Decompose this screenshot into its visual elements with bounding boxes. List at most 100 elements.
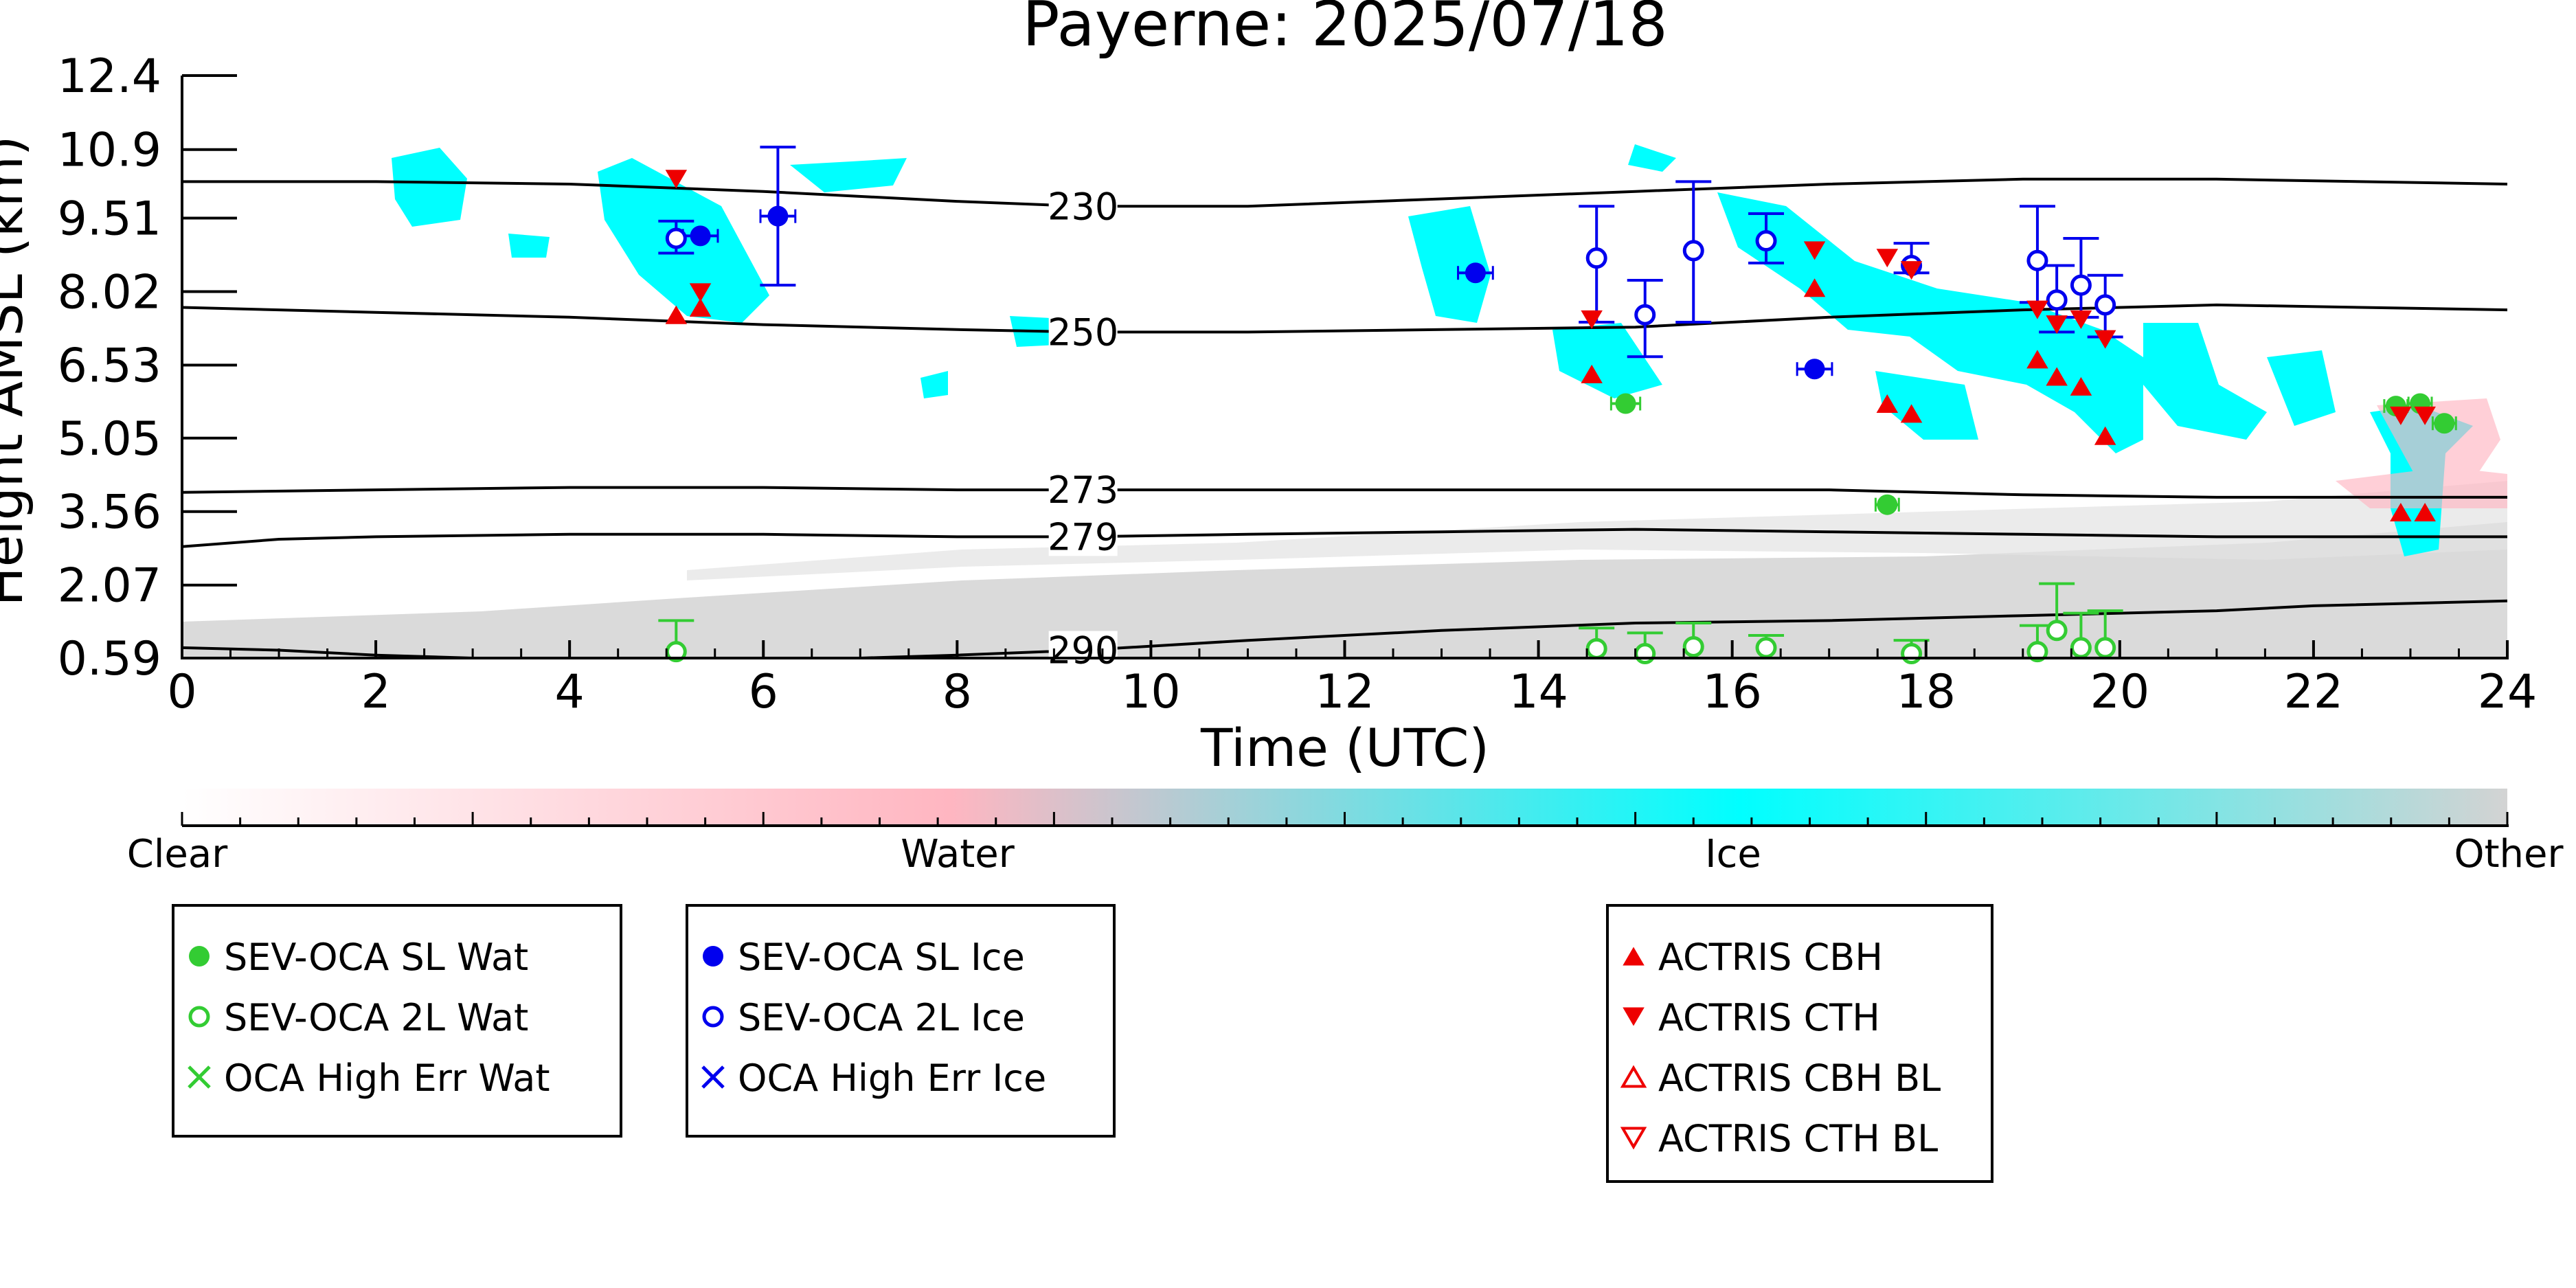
- marker-actris-cbh: [2094, 426, 2116, 445]
- legend-box-actris: [1606, 904, 1993, 1183]
- marker-sev-oca-sl-wat: [1877, 494, 1898, 515]
- y-tick-label: 8.02: [58, 265, 161, 319]
- x-tick-label: 18: [1896, 665, 1956, 719]
- isotherm-line: [182, 177, 2508, 208]
- x-tick-label: 10: [1121, 665, 1181, 719]
- marker-sev-oca-2l-wat: [1634, 643, 1656, 665]
- cloud-mask-ice-afternoon: [1408, 144, 2473, 556]
- data-markers: [665, 170, 2455, 665]
- marker-sev-oca-2l-wat: [1682, 635, 1704, 657]
- marker-sev-oca-2l-ice: [1585, 247, 1607, 269]
- x-tick-label: 20: [2090, 665, 2150, 719]
- legend-marker: [188, 1006, 210, 1028]
- marker-sev-oca-2l-ice: [1682, 240, 1704, 262]
- marker-sev-oca-2l-ice: [2046, 289, 2068, 311]
- marker-sev-oca-2l-ice: [2070, 274, 2092, 296]
- axes: 0 2 4 6 8 10 12 14 16 18 20 22 24 0.592.073.565.056.…: [0, 49, 2537, 778]
- marker-sev-oca-sl-ice: [767, 205, 789, 227]
- legend-marker: [188, 1065, 211, 1089]
- y-tick-label: 2.07: [58, 559, 161, 613]
- marker-sev-oca-2l-ice: [665, 227, 687, 249]
- isotherm-label: 273: [1048, 468, 1118, 512]
- marker-sev-oca-2l-wat: [2046, 620, 2068, 642]
- legend-label: SEV-OCA 2L Ice: [738, 996, 1025, 1039]
- marker-actris-cbh: [1803, 278, 1826, 297]
- x-tick-label: 24: [2478, 665, 2538, 719]
- legend-marker: [189, 946, 210, 967]
- marker-actris-cth: [2390, 406, 2412, 425]
- marker-sev-oca-2l-wat: [1585, 637, 1607, 659]
- marker-sev-oca-2l-wat: [1755, 637, 1777, 659]
- legend-label: SEV-OCA SL Ice: [738, 936, 1025, 979]
- legend-label: OCA High Err Wat: [224, 1057, 550, 1100]
- isotherm-label: 279: [1048, 515, 1118, 558]
- marker-sev-oca-sl-wat: [1615, 393, 1636, 414]
- legend-entries: SEV-OCA SL Wat SEV-OCA 2L Wat OCA High Err…: [188, 936, 1941, 1160]
- legend-marker: [701, 1065, 725, 1089]
- colorbar-label-other: Other: [2454, 832, 2564, 877]
- legend-label: ACTRIS CBH BL: [1658, 1057, 1941, 1100]
- y-tick-label: 5.05: [58, 412, 161, 466]
- marker-actris-cbh: [2414, 503, 2436, 521]
- marker-sev-oca-2l-wat: [1901, 643, 1923, 665]
- legend-label: OCA High Err Ice: [738, 1057, 1046, 1100]
- marker-actris-cbh: [665, 305, 688, 324]
- x-tick-label: 4: [555, 665, 585, 719]
- cloud-mask-water: [2336, 398, 2507, 508]
- x-tick-label: 12: [1315, 665, 1375, 719]
- y-tick-label: 10.9: [58, 124, 161, 178]
- x-tick-label: 14: [1509, 665, 1568, 719]
- marker-sev-oca-2l-wat: [2026, 641, 2048, 663]
- legend-marker: [1620, 1065, 1647, 1088]
- isotherm-label-bg: [1048, 313, 1118, 352]
- legend-label: ACTRIS CTH: [1658, 996, 1880, 1039]
- marker-actris-cbh: [689, 298, 712, 317]
- legend-marker: [703, 946, 723, 967]
- x-axis-label: Time (UTC): [1200, 717, 1489, 778]
- colorbar-label-clear: Clear: [127, 832, 228, 877]
- marker-sev-oca-sl-wat: [2434, 413, 2455, 434]
- legend-label: SEV-OCA SL Wat: [224, 936, 528, 979]
- legend-marker-stroke: [701, 1065, 725, 1089]
- y-tick-label: 6.53: [58, 339, 161, 393]
- marker-sev-oca-2l-ice: [1634, 304, 1656, 326]
- cloud-mask: [182, 144, 2507, 658]
- marker-actris-cbh: [2026, 350, 2048, 369]
- isotherm-line: [181, 486, 2507, 499]
- marker-actris-cth: [1900, 261, 1923, 280]
- marker-actris-cth: [1876, 249, 1899, 268]
- legend-marker-stroke: [188, 1065, 211, 1089]
- legend-marker: [702, 1006, 724, 1028]
- x-tick-label: 22: [2284, 665, 2344, 719]
- marker-sev-oca-2l-ice: [2094, 294, 2116, 316]
- cloud-mask-other-boundary-layer: [182, 522, 2507, 658]
- colorbar-ticks: [181, 812, 2509, 826]
- marker-actris-cth: [2094, 330, 2116, 349]
- legend-label: ACTRIS CBH: [1658, 936, 1883, 979]
- colorbar-label-water: Water: [901, 832, 1015, 877]
- marker-actris-cbh: [2390, 503, 2412, 521]
- marker-actris-cth: [1581, 310, 1603, 329]
- marker-actris-cth: [2046, 315, 2068, 335]
- marker-actris-cbh: [2070, 376, 2092, 396]
- y-tick-label: 12.4: [58, 49, 161, 104]
- legend-box-ice: [686, 904, 1116, 1138]
- marker-actris-cbh: [1900, 404, 1923, 423]
- isotherm-label-bg: [1048, 517, 1118, 556]
- x-tick-label: 2: [361, 665, 390, 719]
- marker-actris-cth: [665, 170, 688, 189]
- y-ticks: 0.59 2.07 3.56 5.05 6.53 8.02 9.51 10.9 12.4: [58, 49, 237, 686]
- marker-sev-oca-2l-ice: [1755, 230, 1777, 252]
- y-tick-label: 0.59: [58, 632, 161, 686]
- y-tick-label: 9.51: [58, 192, 161, 247]
- marker-sev-oca-sl-ice: [690, 225, 711, 247]
- colorbar-label-ice: Ice: [1705, 832, 1761, 877]
- isotherm-label: 250: [1048, 310, 1118, 354]
- x-tick-label: 8: [942, 665, 972, 719]
- marker-sev-oca-sl-ice: [1465, 262, 1486, 284]
- marker-actris-cth: [1803, 241, 1826, 260]
- legend-label: SEV-OCA 2L Wat: [224, 996, 528, 1039]
- legend-marker: [1623, 1007, 1645, 1026]
- cloud-mask-ice-morning: [392, 148, 1085, 398]
